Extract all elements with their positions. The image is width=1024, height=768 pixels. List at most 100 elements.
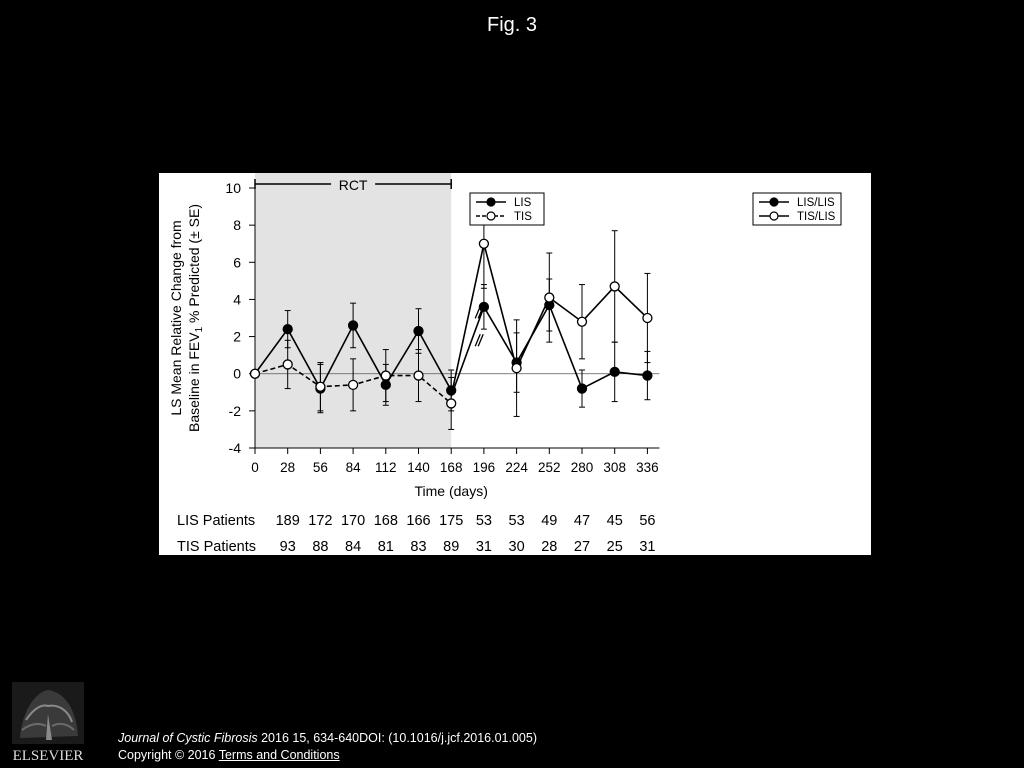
elsevier-wordmark: ELSEVIER [13,748,84,764]
y-tick-label: 2 [233,329,241,345]
x-tick-label: 56 [313,460,328,475]
y-tick-label: 10 [225,180,241,196]
y-axis-label-line2: Baseline in FEV1 % Predicted (± SE) [186,204,205,432]
elsevier-logo: ELSEVIER [12,682,84,764]
data-point [413,370,424,381]
chart: RCT 10 8 6 4 2 0 -2 -4 0 28 56 84 112 140 168 196 224 252 2… [168,173,842,555]
y-axis-label-line1: LS Mean Relative Change from [168,220,184,415]
rct-label-bg [331,175,376,193]
legend-marker [769,211,779,221]
table-cell: 28 [541,539,557,555]
copyright-text: Copyright © 2016 [118,748,219,762]
table-cell: 175 [439,513,463,529]
x-tick-label: 112 [375,460,397,475]
series-tis [249,339,457,430]
table-cell: 56 [639,513,655,529]
table-cell: 45 [607,513,623,529]
tree-icon [12,682,84,744]
axis-break-mark [474,334,481,347]
table-cell: 84 [345,539,361,555]
table-cell: 31 [639,539,655,555]
x-tick-label: 308 [603,460,626,475]
x-tick-label: 280 [571,460,594,475]
chart-panel: RCT 10 8 6 4 2 0 -2 -4 0 28 56 84 112 140 168 196 224 252 2… [159,173,871,555]
table-cell: 53 [476,513,492,529]
data-point [511,362,522,374]
table-cell: 88 [312,539,328,555]
data-point [642,370,653,381]
x-tick-label: 224 [505,460,528,475]
x-tick-label: 168 [440,460,463,475]
table-cell: 168 [374,513,398,529]
y-tick-label: -4 [229,440,242,456]
x-tick-label: 84 [346,460,362,475]
table-row-label: TIS Patients [177,539,256,555]
y-tick-label: 8 [233,217,241,233]
figure-title: Fig. 3 [486,14,538,36]
data-point [478,301,490,313]
data-point [609,366,620,378]
x-tick-label: 196 [473,460,496,475]
legend-label: TIS/LIS [797,211,836,223]
axis-break-mark [474,306,481,319]
legend-label: TIS [514,211,532,223]
table-row-label: LIS Patients [177,513,255,529]
rct-label: RCT [339,177,368,193]
table-cell: 47 [574,513,590,529]
y-axis-label: LS Mean Relative Change from Baseline in … [168,204,205,432]
table-cell: 53 [509,513,525,529]
data-point [576,383,588,394]
x-axis-label: Time (days) [415,483,488,499]
copyright: Copyright © 2016 Terms and Conditions [118,748,340,762]
data-point [380,370,391,381]
table-cell: 25 [607,539,623,555]
table-cell: 81 [378,539,394,555]
data-point [347,379,359,391]
legend-marker [486,211,496,221]
axis-break-mark [477,334,484,347]
x-tick-label: 252 [538,460,561,475]
x-tick-label: 28 [280,460,295,475]
table-cell: 166 [406,513,430,529]
legend-marker [769,197,779,207]
legend-box [752,192,842,226]
legend-marker [486,197,496,207]
legend-rct: LIS TIS [469,192,545,226]
y-tick-label: -2 [229,403,242,419]
legend-label: LIS [514,197,532,209]
table-cell: 31 [476,539,492,555]
y-tick-label: 6 [233,254,241,270]
data-point [642,312,653,324]
data-point [315,381,326,392]
legend-extension: LIS/LIS TIS/LIS [752,192,842,226]
data-point [249,368,261,379]
table-cell: 83 [410,539,426,555]
data-point [413,325,424,337]
table-cell: 49 [541,513,557,529]
x-tick-label: 336 [636,460,659,475]
x-tick-label: 140 [407,460,430,475]
table-cell: 170 [341,513,365,529]
table-cell: 189 [276,513,300,529]
table-cell: 30 [509,539,525,555]
legend-label: LIS/LIS [797,197,835,209]
data-point [576,316,588,327]
table-cell: 172 [308,513,332,529]
data-point [282,323,293,335]
x-tick-label: 0 [251,460,259,475]
data-point [478,238,490,249]
data-point [347,320,359,331]
y-tick-label: 0 [233,366,241,382]
table-cell: 93 [280,539,296,555]
data-point [446,398,457,409]
terms-and-conditions-link[interactable]: Terms and Conditions [218,748,340,762]
y-tick-label: 4 [233,291,241,307]
legend-box [469,192,545,226]
citation-details: 2016 15, 634-640DOI: (10.1016/j.jcf.2016… [257,731,537,745]
data-point [609,281,620,292]
journal-name: Journal of Cystic Fibrosis [118,731,258,745]
data-point [544,292,555,303]
table-cell: 89 [443,539,459,555]
table-cell: 27 [574,539,590,555]
data-point [282,359,293,370]
